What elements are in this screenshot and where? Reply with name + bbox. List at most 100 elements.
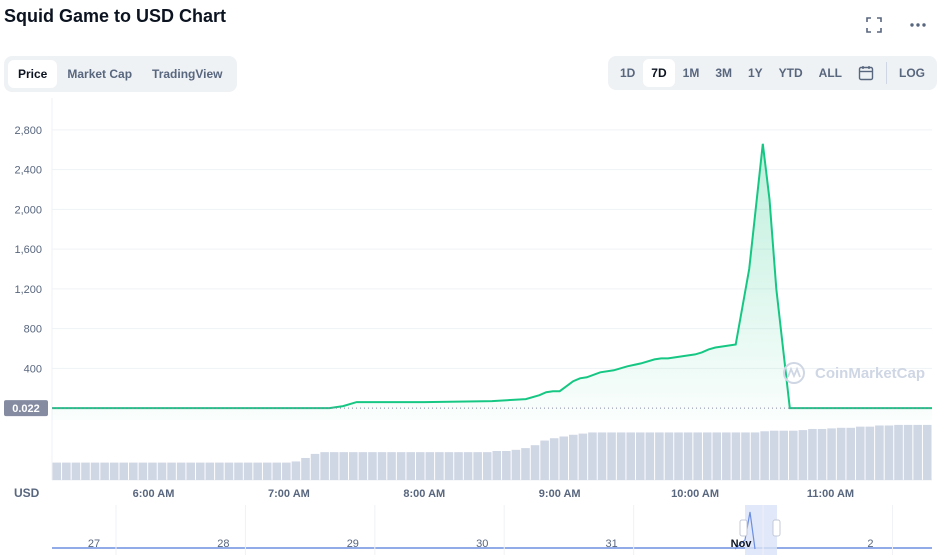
volume-bar <box>377 452 387 480</box>
volume-bar <box>215 462 224 480</box>
y-tick-label: 2,800 <box>14 125 42 137</box>
watermark: CoinMarketCap <box>783 362 925 384</box>
volume-bar <box>760 431 769 480</box>
volume-bar <box>540 440 549 480</box>
navigator-label: 28 <box>217 538 229 550</box>
volume-bar <box>894 424 903 480</box>
volume-bar <box>884 425 894 480</box>
watermark-text: CoinMarketCap <box>815 365 925 382</box>
volume-bar <box>702 432 712 480</box>
x-tick-label: 6:00 AM <box>133 488 175 500</box>
volume-bar <box>712 432 722 480</box>
range-1m[interactable]: 1M <box>682 66 700 80</box>
volume-bar <box>817 428 827 480</box>
range-1d[interactable]: 1D <box>619 66 636 80</box>
volume-bar <box>588 432 597 480</box>
range-3m[interactable]: 3M <box>715 66 732 80</box>
volume-bar <box>444 452 454 480</box>
current-price-badge <box>4 400 48 417</box>
volume-bar <box>635 432 645 480</box>
volume-bar <box>903 424 913 480</box>
range-7d[interactable]: 7D <box>643 59 675 87</box>
range-all[interactable]: ALL <box>818 66 842 80</box>
volume-bar <box>262 462 272 480</box>
volume-bar <box>157 462 167 480</box>
volume-bar <box>655 432 664 480</box>
volume-bar <box>492 451 502 480</box>
volume-bar <box>291 461 301 480</box>
volume-bar <box>827 428 836 480</box>
volume-bar <box>186 462 195 480</box>
tab-market-cap[interactable]: Market Cap <box>67 67 133 81</box>
volume-bar <box>693 432 702 480</box>
navigator-window[interactable] <box>745 505 777 555</box>
volume-bar <box>674 432 683 480</box>
volume-bar <box>282 462 291 480</box>
range-1y[interactable]: 1Y <box>747 66 763 80</box>
log-toggle[interactable]: LOG <box>899 66 925 80</box>
navigator-left-handle[interactable] <box>739 519 748 537</box>
y-unit-label: USD <box>14 486 40 500</box>
range-divider <box>886 62 887 84</box>
volume-bar <box>731 432 741 480</box>
volume-bar <box>109 462 119 480</box>
volume-bar <box>521 448 530 480</box>
volume-bar <box>473 452 482 480</box>
volume-bar <box>329 452 339 480</box>
volume-bar <box>664 432 674 480</box>
volume-bar <box>626 432 635 480</box>
y-tick-label: 1,200 <box>14 284 42 296</box>
volume-bar <box>272 462 282 480</box>
range-ytd[interactable]: YTD <box>778 66 803 80</box>
volume-bar <box>406 452 415 480</box>
x-tick-label: 9:00 AM <box>539 488 581 500</box>
volume-bar <box>52 462 62 480</box>
y-tick-label: 800 <box>24 324 42 336</box>
y-tick-label: 2,400 <box>14 165 42 177</box>
volume-bar <box>62 462 71 480</box>
navigator-right-handle[interactable] <box>772 519 781 537</box>
volume-bar <box>387 452 396 480</box>
volume-bar <box>482 452 492 480</box>
x-tick-label: 8:00 AM <box>403 488 445 500</box>
volume-bar <box>425 452 435 480</box>
volume-bar <box>769 430 779 480</box>
volume-bar <box>234 462 243 480</box>
navigator-label: Nov <box>731 538 753 550</box>
volume-bar <box>722 432 731 480</box>
tab-price[interactable]: Price <box>8 60 58 88</box>
volume-bar <box>569 434 578 480</box>
more-icon[interactable] <box>905 12 931 38</box>
volume-bar <box>779 430 789 480</box>
navigator-spike <box>734 511 756 550</box>
volume-bar <box>836 427 846 480</box>
navigator-label: 30 <box>476 538 488 550</box>
volume-bar <box>100 462 109 480</box>
volume-bar <box>301 457 310 480</box>
volume-bar <box>865 426 875 480</box>
volume-bar <box>195 462 205 480</box>
volume-bar <box>616 432 626 480</box>
volume-bar <box>750 432 760 480</box>
volume-bar <box>597 432 607 480</box>
volume-bar <box>396 452 406 480</box>
calendar-icon[interactable] <box>850 59 882 87</box>
coinmarketcap-logo-icon <box>783 362 805 384</box>
volume-bar <box>205 462 215 480</box>
volume-bar <box>454 452 463 480</box>
volume-bar <box>463 452 473 480</box>
volume-bar <box>808 428 817 480</box>
price-area <box>52 143 932 421</box>
volume-bar <box>607 432 616 480</box>
volume-bar <box>358 452 368 480</box>
volume-bar <box>502 451 511 480</box>
tab-tradingview[interactable]: TradingView <box>152 67 223 81</box>
volume-bar <box>645 432 655 480</box>
volume-bar <box>435 452 444 480</box>
volume-bar <box>176 462 186 480</box>
volume-bar <box>578 433 588 480</box>
fullscreen-icon[interactable] <box>861 12 887 38</box>
volume-bar <box>559 436 569 480</box>
volume-bar <box>922 424 932 480</box>
volume-bar <box>846 427 855 480</box>
